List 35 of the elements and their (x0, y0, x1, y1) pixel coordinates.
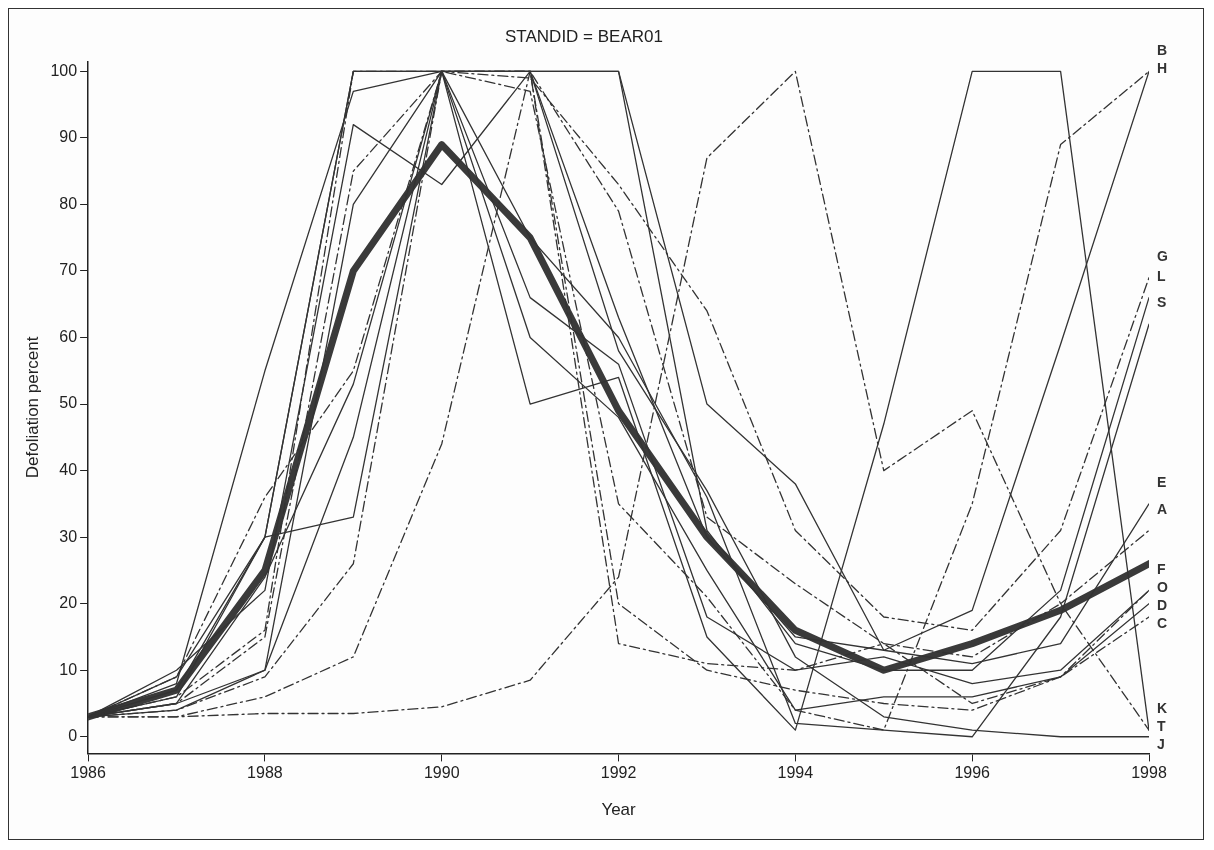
series-label: K (1157, 700, 1168, 717)
y-tick-label: 80 (59, 194, 78, 212)
series-label: J (1157, 736, 1165, 753)
x-tick-label: 1994 (777, 764, 814, 782)
y-tick-label: 20 (59, 594, 78, 612)
series-label: S (1157, 294, 1167, 311)
y-tick-label: 50 (59, 394, 78, 412)
series-label: A (1157, 500, 1168, 517)
series-label: O (1157, 578, 1168, 595)
y-tick-label: 10 (59, 660, 78, 678)
y-tick-label: 0 (68, 727, 78, 745)
x-tick-label: 1990 (423, 764, 460, 782)
series-label: G (1157, 247, 1168, 264)
series-label: T (1157, 718, 1166, 735)
series-label: L (1157, 267, 1166, 284)
y-tick-label: 30 (59, 527, 78, 545)
series-label: C (1157, 614, 1168, 631)
series-label: B (1157, 41, 1168, 58)
y-tick-label: 90 (59, 128, 78, 146)
y-tick-label: 60 (59, 327, 78, 345)
x-tick-label: 1988 (247, 764, 283, 782)
x-tick-label: 1992 (600, 764, 637, 782)
y-tick-label: 70 (59, 261, 78, 279)
x-axis-title: Year (601, 800, 637, 820)
x-tick-label: 1986 (70, 764, 106, 782)
y-axis-title: Defoliation percent (22, 336, 42, 479)
series-label: D (1157, 596, 1168, 613)
chart-title: STANDID = BEAR01 (505, 26, 663, 46)
x-tick-label: 1996 (954, 764, 991, 782)
y-tick-label: 100 (50, 61, 78, 79)
series-label: E (1157, 474, 1167, 491)
series-label: H (1157, 59, 1168, 76)
y-tick-label: 40 (59, 461, 78, 479)
series-label: F (1157, 560, 1166, 577)
x-tick-label: 1998 (1131, 764, 1167, 782)
